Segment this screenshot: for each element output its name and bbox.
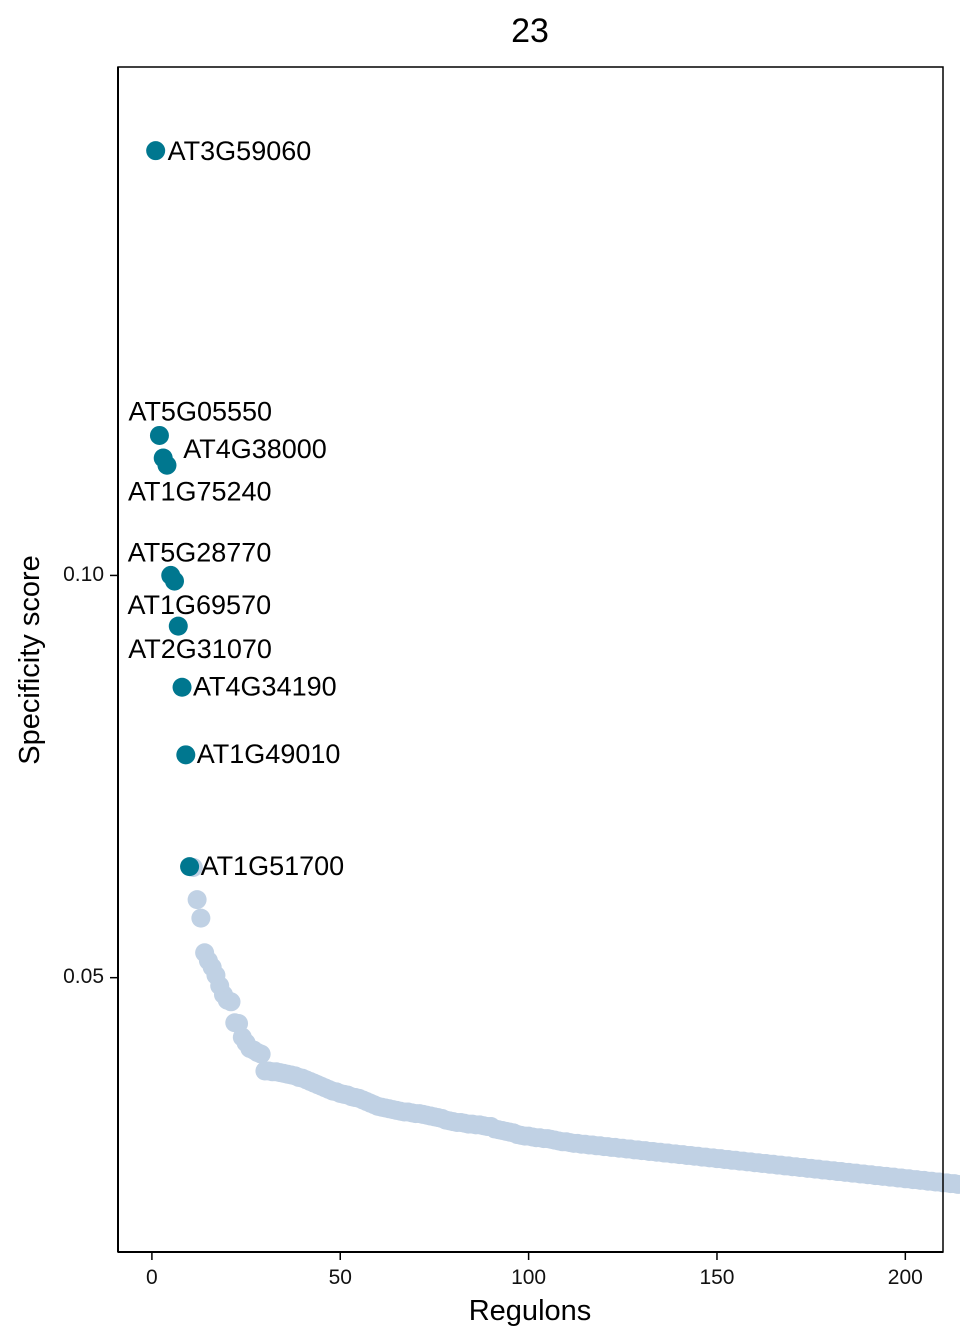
point-label: AT4G34190 <box>193 671 337 701</box>
point-label: AT1G51700 <box>201 851 345 881</box>
background-point <box>187 890 207 910</box>
background-point <box>221 992 241 1012</box>
highlighted-point <box>168 616 188 636</box>
highlighted-point <box>176 745 196 765</box>
point-label: AT4G38000 <box>183 434 327 464</box>
chart-title: 23 <box>511 12 549 50</box>
point-label: AT1G75240 <box>128 476 272 506</box>
x-tick-label: 100 <box>511 1266 546 1289</box>
y-tick-label: 0.10 <box>63 563 104 586</box>
point-label: AT1G69570 <box>128 590 272 620</box>
point-label: AT1G49010 <box>197 739 341 769</box>
x-tick-label: 150 <box>699 1266 734 1289</box>
y-tick-label: 0.05 <box>63 965 104 988</box>
point-label: AT3G59060 <box>168 136 312 166</box>
y-axis-ticks: 0.05 0.10 <box>63 563 118 988</box>
highlighted-point <box>146 141 166 161</box>
labels-layer: AT3G59060 AT5G05550 AT4G38000 AT1G75240 AT5G… <box>128 136 345 881</box>
point-label: AT2G31070 <box>128 634 272 664</box>
point-label: AT5G05550 <box>128 397 272 427</box>
x-tick-label: 50 <box>329 1266 352 1289</box>
background-point <box>251 1044 271 1064</box>
x-tick-label: 0 <box>146 1266 158 1289</box>
x-tick-label: 200 <box>888 1266 923 1289</box>
y-axis-title: Specificity score <box>14 555 46 765</box>
highlighted-point <box>180 857 200 877</box>
x-axis-ticks: 0 50 100 150 200 <box>146 1252 923 1289</box>
background-point <box>191 908 211 928</box>
highlighted-point <box>165 571 185 591</box>
x-axis-title: Regulons <box>469 1295 592 1327</box>
highlighted-point <box>172 677 192 697</box>
point-label: AT5G28770 <box>128 538 272 568</box>
points-layer <box>146 141 960 1194</box>
highlighted-point <box>157 455 177 475</box>
highlighted-point <box>149 425 169 445</box>
background-point <box>948 1174 960 1194</box>
